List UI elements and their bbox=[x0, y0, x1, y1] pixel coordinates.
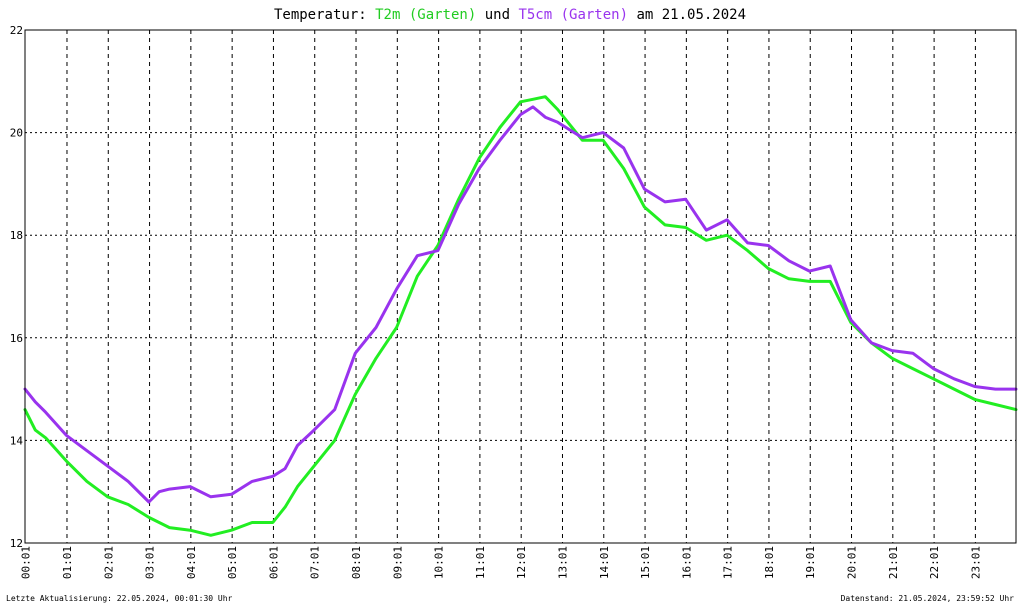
title-connector: und bbox=[476, 7, 518, 23]
y-tick-label: 18 bbox=[10, 229, 23, 242]
x-axis-ticks: 00:01 01:01 02:01 03:01 04:01 05:01 06:01 07:01… bbox=[20, 546, 983, 579]
x-tick-label: 10:01 bbox=[433, 546, 446, 579]
x-tick-label: 18:01 bbox=[763, 546, 776, 579]
x-tick-label: 15:01 bbox=[639, 546, 652, 579]
x-tick-label: 02:01 bbox=[102, 546, 115, 579]
y-tick-label: 14 bbox=[10, 434, 24, 447]
x-tick-label: 03:01 bbox=[144, 546, 157, 579]
x-tick-label: 14:01 bbox=[598, 546, 611, 579]
x-tick-label: 16:01 bbox=[680, 546, 693, 579]
footer-last-update: Letzte Aktualisierung: 22.05.2024, 00:01… bbox=[6, 594, 233, 603]
x-tick-label: 20:01 bbox=[846, 546, 859, 579]
x-tick-label: 09:01 bbox=[391, 546, 404, 579]
x-tick-label: 06:01 bbox=[267, 546, 280, 579]
grid bbox=[25, 30, 1016, 543]
x-tick-label: 19:01 bbox=[804, 546, 817, 579]
x-tick-label: 11:01 bbox=[474, 546, 487, 579]
title-series-t2m: T2m (Garten) bbox=[375, 7, 476, 23]
series-lines bbox=[23, 95, 1018, 537]
chart-title: Temperatur: T2m (Garten) und T5cm (Garte… bbox=[274, 7, 746, 23]
y-tick-label: 16 bbox=[10, 332, 23, 345]
footer-data-status: Datenstand: 21.05.2024, 23:59:52 Uhr bbox=[841, 594, 1015, 603]
y-axis-ticks: 12 14 16 18 20 22 bbox=[10, 24, 24, 550]
x-tick-label: 07:01 bbox=[309, 546, 322, 579]
series-line bbox=[23, 105, 1018, 504]
series-line bbox=[23, 95, 1018, 537]
x-tick-label: 00:01 bbox=[20, 546, 33, 579]
title-date: am 21.05.2024 bbox=[628, 7, 746, 23]
plot-frame bbox=[24, 29, 1017, 544]
x-tick-label: 01:01 bbox=[61, 546, 74, 579]
x-tick-label: 08:01 bbox=[350, 546, 363, 579]
x-tick-label: 05:01 bbox=[226, 546, 239, 579]
y-tick-label: 12 bbox=[10, 537, 23, 550]
title-prefix: Temperatur: bbox=[274, 7, 375, 23]
x-tick-label: 17:01 bbox=[722, 546, 735, 579]
x-tick-label: 21:01 bbox=[887, 546, 900, 579]
y-tick-label: 20 bbox=[10, 127, 23, 140]
x-tick-label: 13:01 bbox=[556, 546, 569, 579]
x-tick-label: 04:01 bbox=[185, 546, 198, 579]
title-series-t5cm: T5cm (Garten) bbox=[518, 7, 628, 23]
y-tick-label: 22 bbox=[10, 24, 23, 37]
x-tick-label: 22:01 bbox=[928, 546, 941, 579]
x-tick-label: 23:01 bbox=[969, 546, 982, 579]
x-tick-label: 12:01 bbox=[515, 546, 528, 579]
